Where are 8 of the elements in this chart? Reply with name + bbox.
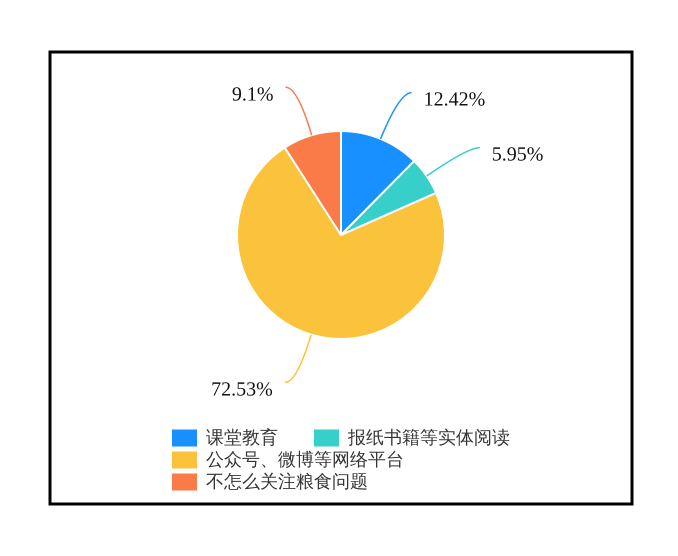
legend-label: 课堂教育 xyxy=(206,428,278,448)
data-label: 12.42% xyxy=(424,88,486,111)
data-label: 5.95% xyxy=(492,144,544,166)
data-label: 72.53% xyxy=(211,378,273,401)
data-label: 9.1% xyxy=(232,83,274,106)
legend-label: 公众号、微博等网络平台 xyxy=(206,450,404,470)
legend-label: 报纸书籍等实体阅读 xyxy=(347,428,510,448)
legend-label: 不怎么关注粮食问题 xyxy=(206,472,368,492)
